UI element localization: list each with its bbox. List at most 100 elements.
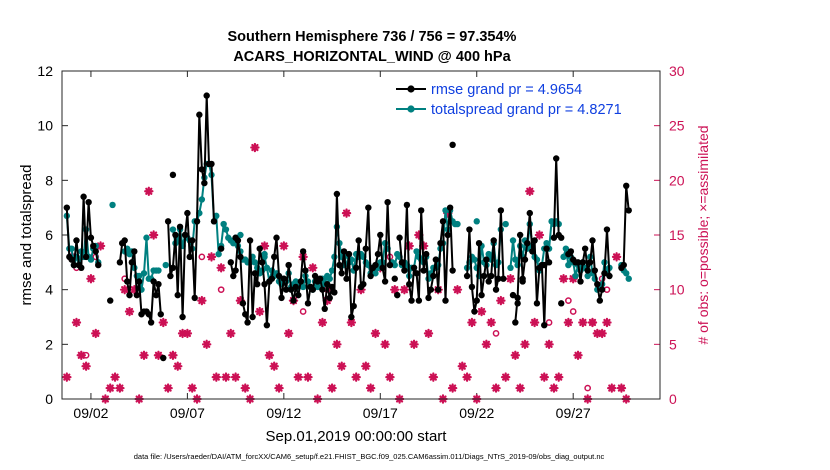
- totalspread-point: [109, 201, 116, 209]
- rmse-point: [574, 259, 582, 266]
- obs-assimilated-marker: [264, 350, 275, 360]
- y-tick-label-left: 12: [37, 63, 53, 79]
- rmse-point: [516, 231, 524, 239]
- rmse-point: [434, 286, 442, 293]
- obs-assimilated-marker: [578, 317, 588, 328]
- rmse-point: [155, 281, 162, 288]
- rmse-point: [386, 261, 394, 269]
- obs-assimilated-marker: [500, 372, 511, 382]
- obs-possible-marker: [545, 319, 553, 326]
- obs-assimilated-marker: [520, 339, 530, 350]
- rmse-point: [131, 248, 138, 255]
- rmse-point: [492, 286, 500, 293]
- obs-assimilated-marker: [525, 186, 535, 196]
- chart-subtitle: ACARS_HORIZONTAL_WIND @ 400 hPa: [233, 49, 511, 65]
- obs-assimilated-marker: [250, 142, 260, 153]
- obs-assimilated-marker: [182, 328, 193, 339]
- rmse-point: [603, 226, 611, 233]
- obs-assimilated-marker: [573, 350, 583, 360]
- obs-assimilated-marker: [91, 328, 101, 339]
- rmse-point: [345, 250, 353, 258]
- rmse-point: [268, 275, 276, 282]
- obs-assimilated-marker: [361, 361, 371, 371]
- totalspread-point: [562, 245, 570, 252]
- rmse-point: [328, 283, 336, 291]
- totalspread-point: [68, 245, 75, 252]
- obs-assimilated-marker: [201, 339, 212, 350]
- rmse-point: [201, 179, 208, 187]
- rmse-point: [90, 242, 97, 250]
- x-tick-label: 09/12: [266, 405, 301, 421]
- obs-assimilated-marker: [279, 241, 289, 251]
- rmse-point: [497, 207, 505, 214]
- rmse-point: [203, 92, 210, 99]
- rmse-point: [423, 250, 430, 258]
- rmse-point: [164, 218, 172, 225]
- obs-assimilated-marker: [144, 186, 154, 196]
- legend: rmse grand pr = 4.9654 totalspread grand…: [396, 82, 622, 118]
- obs-assimilated-marker: [71, 317, 82, 328]
- obs-assimilated-marker: [221, 372, 231, 382]
- rmse-point: [133, 291, 141, 299]
- obs-markers: [62, 142, 631, 404]
- obs-assimilated-marker: [390, 284, 400, 295]
- rmse-point: [184, 209, 191, 217]
- rmse-point: [169, 171, 177, 179]
- obs-assimilated-marker: [206, 252, 217, 262]
- totalspread-point: [230, 240, 237, 247]
- rmse-point: [543, 245, 550, 252]
- rmse-point: [186, 253, 193, 261]
- rmse-point: [176, 223, 184, 230]
- rmse-point: [287, 286, 295, 293]
- obs-assimilated-marker: [168, 350, 178, 360]
- rmse-point: [167, 272, 174, 280]
- rmse-point: [179, 313, 186, 321]
- rmse-line: [167, 94, 215, 318]
- plot-frame: [61, 70, 661, 400]
- obs-assimilated-marker: [337, 361, 347, 371]
- rmse-point: [391, 275, 398, 282]
- obs-assimilated-marker: [163, 383, 173, 393]
- rmse-point: [63, 204, 71, 211]
- rmse-point: [340, 248, 348, 255]
- legend-rmse-label: rmse grand pr = 4.9654: [431, 82, 582, 98]
- rmse-point: [309, 286, 316, 293]
- obs-possible-marker: [198, 253, 206, 261]
- x-tick-label: 09/27: [556, 405, 591, 421]
- rmse-point: [145, 311, 153, 318]
- rmse-point: [377, 231, 384, 239]
- obs-possible-marker: [492, 330, 500, 337]
- obs-possible-marker: [589, 319, 596, 326]
- rmse-point: [227, 259, 234, 266]
- rmse-point: [350, 302, 357, 310]
- obs-assimilated-marker: [110, 372, 120, 382]
- rmse-point: [488, 272, 495, 280]
- rmse-point: [355, 237, 362, 244]
- rmse-point: [80, 193, 87, 200]
- obs-assimilated-marker: [365, 383, 376, 393]
- rmse-point: [367, 272, 374, 280]
- obs-assimilated-marker: [423, 328, 434, 339]
- obs-assimilated-marker: [539, 372, 549, 382]
- rmse-point: [408, 297, 415, 304]
- totalspread-point: [584, 272, 591, 280]
- rmse-point: [124, 278, 131, 285]
- obs-assimilated-marker: [139, 350, 149, 360]
- rmse-point: [620, 261, 627, 269]
- rmse-point: [92, 248, 99, 255]
- totalspread-point: [169, 226, 177, 233]
- obs-assimilated-marker: [558, 274, 569, 284]
- rmse-line: [466, 209, 505, 313]
- rmse-point: [413, 270, 420, 277]
- rmse-point: [246, 237, 254, 244]
- totalspread-point: [560, 253, 567, 261]
- rmse-point: [623, 182, 630, 189]
- rmse-point: [189, 237, 196, 244]
- totalspread-point: [162, 261, 169, 269]
- y-axis-label-left: rmse and totalspread: [18, 165, 35, 306]
- obs-assimilated-marker: [240, 383, 250, 393]
- rmse-point: [254, 281, 261, 288]
- rmse-point: [519, 278, 526, 285]
- obs-assimilated-marker: [611, 252, 622, 262]
- rmse-point: [181, 231, 189, 239]
